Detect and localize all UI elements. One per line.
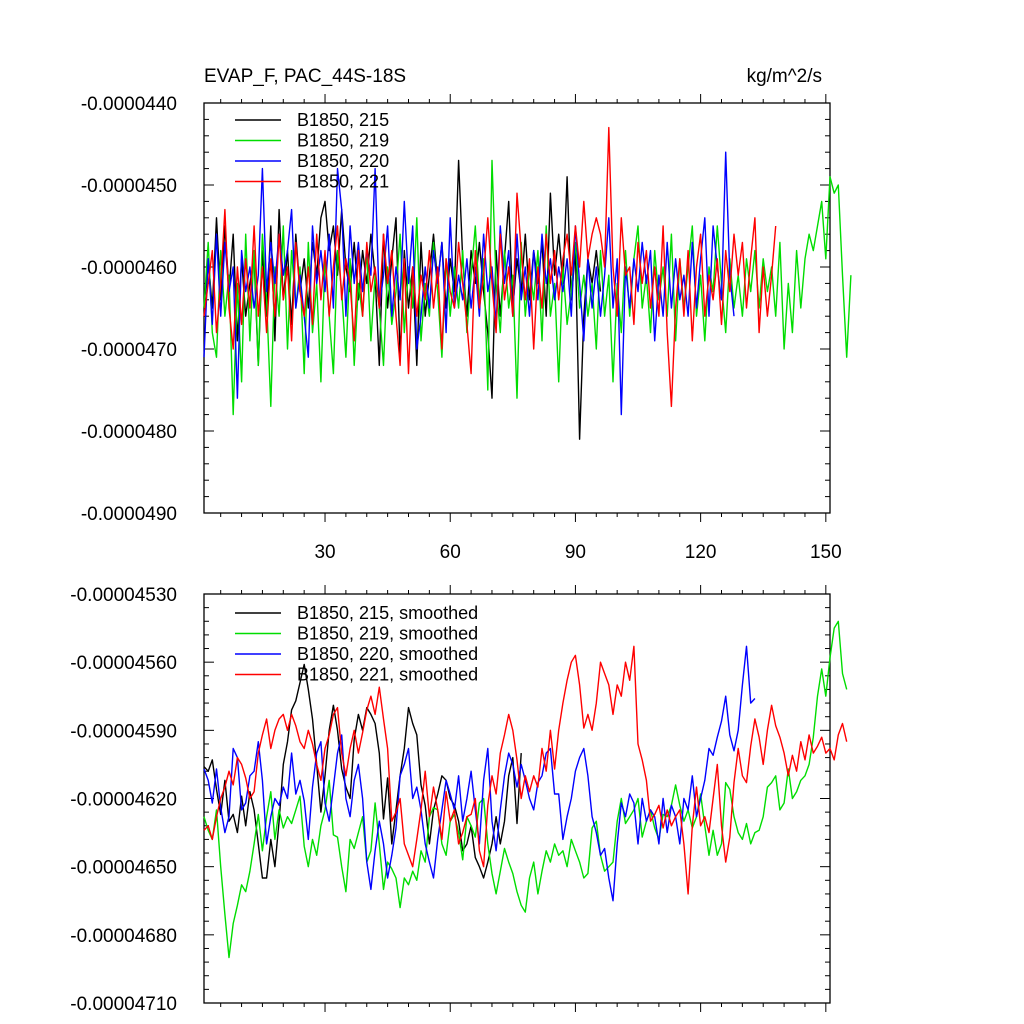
y-tick-label: -0.0000460 — [81, 258, 177, 279]
legend-label: B1850, 219, smoothed — [297, 624, 478, 644]
series-line — [203, 620, 848, 959]
legend-label: B1850, 220, smoothed — [297, 644, 478, 664]
x-tick-label: 60 — [440, 542, 461, 563]
y-tick-label: -0.00004710 — [70, 994, 177, 1015]
y-tick-label: -0.00004530 — [70, 585, 177, 606]
y-tick-label: -0.00004620 — [70, 790, 177, 811]
y-tick-label: -0.00004560 — [70, 653, 177, 674]
y-tick-label: -0.00004650 — [70, 858, 177, 879]
chart-title: EVAP_F, PAC_44S-18S — [204, 66, 406, 87]
top-panel: EVAP_F, PAC_44S-18S kg/m^2/s -0.0000490 -… — [81, 66, 852, 563]
legend-label: B1850, 215, smoothed — [297, 603, 478, 623]
series-line — [203, 151, 735, 416]
y-tick-label: -0.0000490 — [81, 504, 177, 525]
x-tick-label: 150 — [810, 542, 842, 563]
y-tick-label: -0.00004590 — [70, 721, 177, 742]
y-tick-label: -0.0000440 — [81, 94, 177, 115]
y-tick-label: -0.0000480 — [81, 422, 177, 443]
x-tick-label: 30 — [314, 542, 335, 563]
units-label: kg/m^2/s — [747, 66, 822, 87]
bottom-panel: -0.00004710 -0.00004680 -0.00004650 -0.0000… — [70, 585, 848, 1015]
legend-label: B1850, 220 — [297, 151, 389, 171]
series-line — [203, 645, 756, 902]
series-line — [203, 645, 848, 895]
legend-label: B1850, 221, smoothed — [297, 665, 478, 685]
y-tick-label: -0.0000470 — [81, 340, 177, 361]
y-tick-label: -0.0000450 — [81, 176, 177, 197]
x-tick-label: 90 — [565, 542, 586, 563]
legend-label: B1850, 215 — [297, 110, 389, 130]
series-line — [203, 126, 777, 408]
y-tick-label: -0.00004680 — [70, 926, 177, 947]
x-tick-label: 120 — [685, 542, 717, 563]
legend-label: B1850, 219 — [297, 131, 389, 151]
legend-label: B1850, 221 — [297, 172, 389, 192]
series-line — [203, 663, 522, 879]
